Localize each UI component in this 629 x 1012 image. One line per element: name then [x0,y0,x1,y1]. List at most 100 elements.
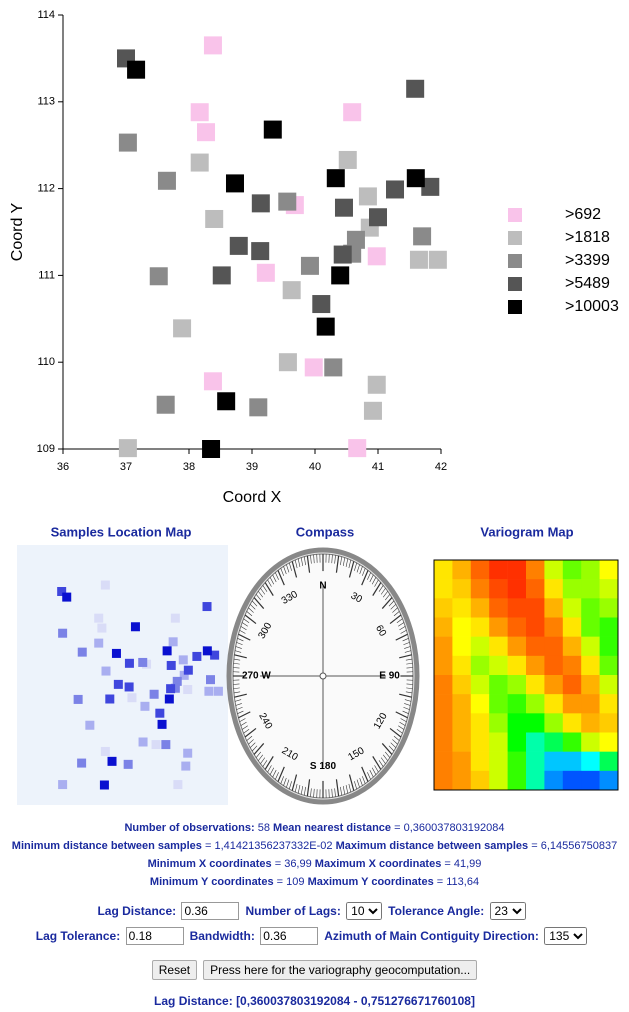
heat-cell [452,751,472,772]
compass-tick [251,745,258,752]
compass-tick [384,751,391,758]
heat-cell [581,751,600,772]
y-tick-label: 109 [37,443,55,455]
heat-cell [599,675,619,695]
compass-tick [388,600,395,607]
sample-marker [123,759,133,769]
heat-cell [452,560,472,580]
field-input[interactable] [181,902,240,920]
compass-tick [406,683,413,685]
heat-cell [581,713,600,733]
stat-value: = 1,41421356237332E-02 [204,840,333,852]
heat-cell [434,732,453,752]
sample-marker [77,647,87,657]
compass-tick [404,703,411,706]
compass-tick [264,756,274,770]
compass-tick [275,572,279,580]
sample-marker [58,628,68,638]
compass-tick [374,579,379,587]
compass-tick [262,760,268,767]
sample-marker [170,683,180,693]
compass-tick [297,785,301,794]
heat-cell [507,732,527,752]
heat-cell [470,732,490,752]
stats-line: Minimum X coordinates = 36,99 Maximum X … [0,858,629,870]
heat-cell [599,598,619,618]
point [278,192,297,211]
field-input[interactable] [125,927,184,945]
point [367,247,386,266]
compass-tick [248,607,254,613]
stat-label: Mean nearest distance [273,822,392,834]
heat-cell [489,751,508,772]
heat-cell [526,655,545,676]
sample-marker [94,613,104,623]
heat-cell [526,770,545,791]
compass-tick [396,618,403,623]
stat-value: = 109 [276,876,305,888]
point [118,439,137,458]
field-label: Tolerance Angle: [388,904,485,918]
stat-label: Maximum distance between samples [335,840,529,852]
legend-label: >1818 [565,229,610,246]
compass-tick [239,718,246,722]
heat-cell [526,694,545,714]
compass-tick [248,739,254,745]
compass-tick [239,630,246,634]
sample-marker [162,646,172,656]
compass-tick [243,729,250,734]
compass-tick [283,566,287,575]
y-axis-label: Coord Y [9,202,26,261]
point [263,120,282,139]
compass-tick [234,654,247,659]
sample-marker [192,651,202,661]
heat-cell [562,655,582,676]
compass-label: 60 [373,623,388,639]
heat-cell [434,713,453,733]
field-input[interactable]: 23 [489,902,526,920]
compass-tick [258,754,264,761]
button[interactable]: Reset [151,960,198,980]
compass-tick [331,788,333,798]
compass-tick [402,710,409,714]
compass-tick [334,555,336,564]
sample-marker [113,679,123,689]
compass-tick [378,760,384,767]
compass-tick [395,633,408,641]
heat-cell [470,675,490,695]
compass-tick [402,638,409,642]
form-row: Lag Tolerance: Bandwidth: Azimuth of Mai… [0,927,629,945]
point [282,281,301,300]
heat-cell [526,713,545,733]
compass-tick [340,786,343,796]
compass-label: E 90 [379,671,400,682]
heat-cell [489,675,508,695]
compass-tick [406,662,413,665]
point [278,353,297,372]
compass-tick [233,667,240,669]
heat-cell [452,617,472,637]
button[interactable]: Press here for the variography geocomput… [203,960,478,980]
legend-label: >10003 [565,298,619,315]
field-input[interactable]: 10 [346,902,383,920]
compass-tick [288,562,292,571]
compass-tick [369,574,374,583]
heat-cell [562,579,582,599]
sample-marker [124,682,134,692]
y-tick-label: 110 [37,356,55,368]
field-input[interactable]: 135 [544,927,588,945]
heat-cell [544,636,564,657]
heat-cell [562,636,582,657]
point [324,358,343,377]
compass-tick [354,781,358,790]
compass-tick [243,618,250,623]
point [333,245,352,264]
compass-tick [362,776,366,784]
sample-marker [183,748,193,758]
field-input[interactable] [260,927,319,945]
compass-tick [356,779,360,788]
point [251,242,270,261]
heat-cell [581,617,600,637]
heat-cell [526,636,545,657]
x-tick-label: 41 [372,461,384,473]
